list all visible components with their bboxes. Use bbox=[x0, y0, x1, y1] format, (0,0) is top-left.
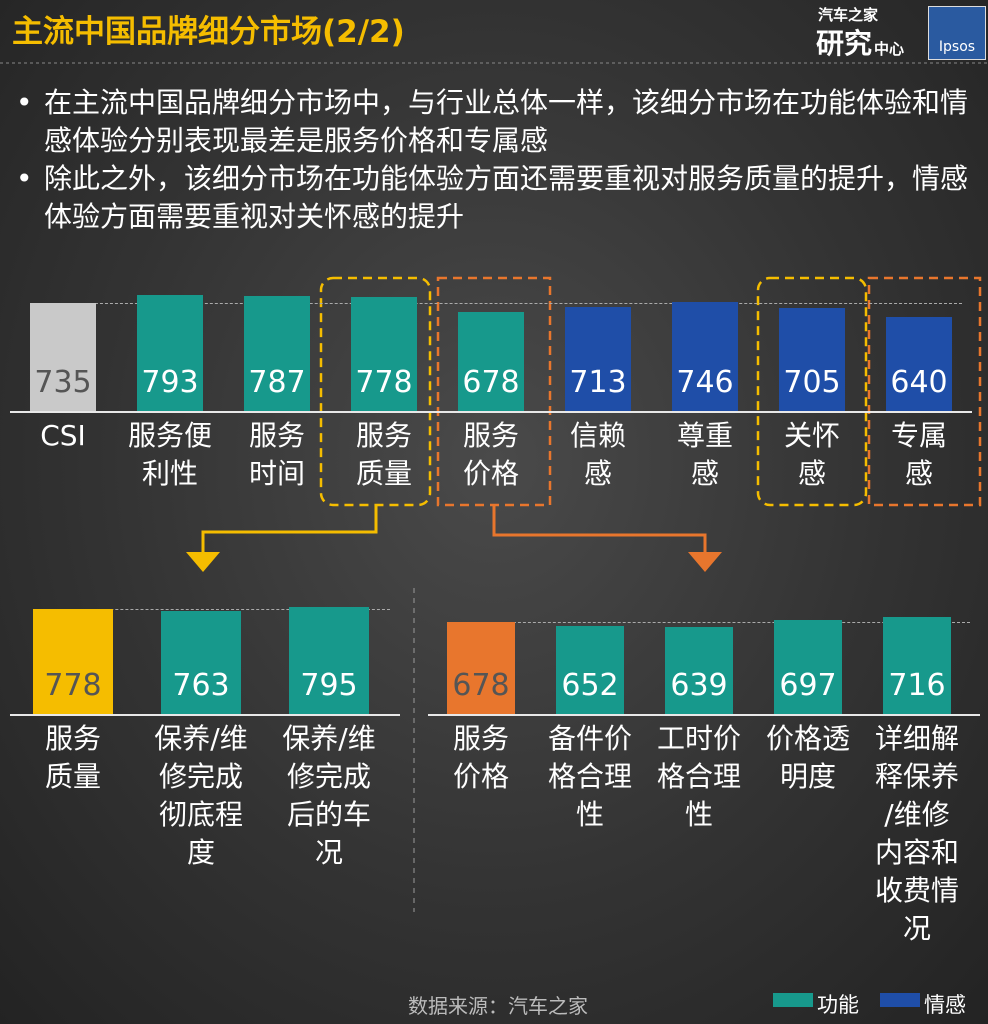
bar bbox=[161, 611, 241, 714]
category-label: 价格透 明度 bbox=[765, 722, 850, 793]
category-label: CSI bbox=[40, 419, 86, 452]
bar bbox=[779, 307, 845, 411]
bullet: 除此之外，该细分市场在功能体验方面还需要重视对服务质量的提升，情感体验方面需要重… bbox=[14, 160, 974, 236]
reference-line bbox=[60, 609, 390, 611]
category-label: 工时价 格合理 性 bbox=[656, 722, 741, 831]
legend-swatch bbox=[880, 993, 920, 1007]
legend-label: 情感 bbox=[924, 993, 966, 1017]
value-label: 640 bbox=[890, 365, 948, 400]
bar bbox=[774, 619, 842, 714]
bar bbox=[244, 295, 310, 411]
legend-swatch bbox=[773, 993, 813, 1007]
value-label: 652 bbox=[561, 668, 619, 703]
category-label: 服务便 利性 bbox=[127, 419, 212, 490]
value-label: 639 bbox=[670, 668, 728, 703]
bar bbox=[30, 303, 96, 411]
category-label: 专属 感 bbox=[890, 419, 947, 490]
logo-sub: 中心 bbox=[874, 40, 905, 58]
value-label: 716 bbox=[888, 668, 946, 703]
source: 数据来源：汽车之家 bbox=[408, 994, 588, 1018]
value-label: 787 bbox=[248, 365, 306, 400]
bar bbox=[672, 301, 738, 411]
value-label: 735 bbox=[34, 365, 92, 400]
bar bbox=[665, 627, 733, 714]
value-label: 795 bbox=[300, 668, 358, 703]
category-label: 服务 质量 bbox=[44, 722, 101, 793]
category-label: 服务 质量 bbox=[355, 419, 412, 490]
bar bbox=[886, 317, 952, 411]
value-label: 746 bbox=[676, 365, 734, 400]
category-label: 保养/维 修完成 后的车 况 bbox=[282, 722, 376, 869]
category-label: 服务 价格 bbox=[462, 419, 519, 490]
bar bbox=[458, 311, 524, 411]
category-label: 详细解 释保养 /维修 内容和 收费情 况 bbox=[874, 722, 959, 945]
bullet: 在主流中国品牌细分市场中，与行业总体一样，该细分市场在功能体验和情感体验分别表现… bbox=[14, 84, 974, 160]
category-label: 备件价 格合理 性 bbox=[547, 722, 632, 831]
value-label: 763 bbox=[172, 668, 230, 703]
value-label: 678 bbox=[452, 668, 510, 703]
value-label: 705 bbox=[783, 365, 841, 400]
reference-line bbox=[478, 622, 970, 624]
baseline bbox=[10, 411, 972, 413]
logo-brand: Ipsos bbox=[928, 6, 986, 60]
bar bbox=[556, 625, 624, 714]
title: 主流中国品牌细分市场(2/2) bbox=[12, 14, 405, 50]
legend-label: 功能 bbox=[817, 993, 859, 1017]
bar bbox=[351, 297, 417, 411]
value-label: 713 bbox=[569, 365, 627, 400]
bar bbox=[883, 617, 951, 714]
value-label: 793 bbox=[141, 365, 199, 400]
category-label: 保养/维 修完成 彻底程 度 bbox=[154, 722, 248, 869]
logo-main: 研究 bbox=[816, 27, 873, 60]
value-label: 778 bbox=[44, 668, 102, 703]
bar bbox=[565, 306, 631, 411]
baseline bbox=[428, 714, 980, 716]
bar bbox=[137, 295, 203, 411]
category-label: 信赖 感 bbox=[569, 419, 626, 490]
baseline bbox=[10, 714, 400, 716]
logo-top: 汽车之家 bbox=[818, 6, 879, 24]
category-label: 关怀 感 bbox=[783, 419, 840, 490]
reference-line bbox=[60, 303, 962, 305]
bar bbox=[289, 607, 369, 714]
category-label: 尊重 感 bbox=[676, 419, 733, 490]
value-label: 678 bbox=[462, 365, 520, 400]
category-label: 服务 时间 bbox=[248, 419, 305, 490]
value-label: 697 bbox=[779, 668, 837, 703]
bar bbox=[33, 609, 113, 714]
category-label: 服务 价格 bbox=[452, 722, 509, 793]
bar bbox=[447, 622, 515, 714]
value-label: 778 bbox=[355, 365, 413, 400]
